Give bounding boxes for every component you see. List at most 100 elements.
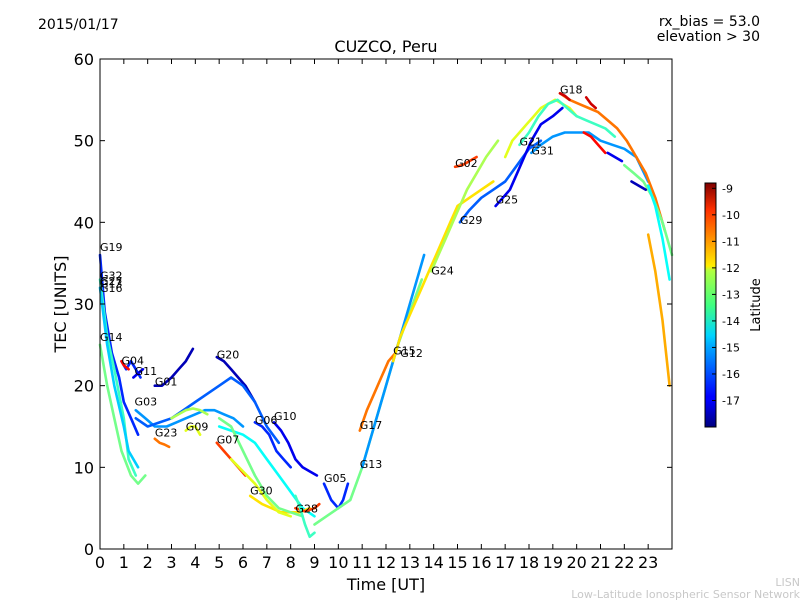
tec-series-line-43 bbox=[646, 184, 671, 281]
x-tick-label-16: 16 bbox=[471, 553, 491, 572]
colorbar-tick-label-4: -13 bbox=[722, 288, 740, 301]
tec-series-line-11 bbox=[153, 437, 171, 449]
colorbar-tick-label-6: -15 bbox=[722, 341, 740, 354]
series-label-g04-6: G04 bbox=[121, 354, 144, 367]
series-label-g09-12: G09 bbox=[186, 421, 209, 434]
colorbar-tick-label-0: -9 bbox=[722, 182, 733, 195]
tec-series-line-27 bbox=[391, 180, 495, 363]
x-tick-label-2: 2 bbox=[143, 553, 153, 572]
x-tick-label-1: 1 bbox=[119, 553, 129, 572]
x-tick-label-15: 15 bbox=[447, 553, 467, 572]
x-tick-label-14: 14 bbox=[423, 553, 443, 572]
elevation-label: elevation > 30 bbox=[656, 29, 760, 45]
tec-series-line-5 bbox=[120, 359, 130, 371]
series-label-g20-9: G20 bbox=[217, 349, 240, 362]
series-label-g24-23: G24 bbox=[431, 265, 454, 278]
series-label-g05-18: G05 bbox=[324, 472, 347, 485]
series-label-g30-16: G30 bbox=[250, 484, 273, 497]
tec-series-line-42 bbox=[646, 233, 671, 388]
x-tick-label-18: 18 bbox=[519, 553, 539, 572]
x-axis-label: Time [UT] bbox=[346, 575, 425, 594]
y-tick-label-10: 10 bbox=[74, 458, 94, 477]
chart-title: CUZCO, Peru bbox=[334, 37, 437, 56]
y-tick-label-40: 40 bbox=[74, 213, 94, 232]
tec-series-line-28 bbox=[429, 139, 500, 273]
tec-series-line-35 bbox=[558, 92, 667, 232]
x-tick-label-19: 19 bbox=[543, 553, 563, 572]
series-label-g13-3: G13 bbox=[100, 278, 123, 291]
footer-lisn: LISN bbox=[775, 576, 800, 589]
tec-series-line-29 bbox=[453, 155, 478, 169]
x-tick-label-4: 4 bbox=[190, 553, 200, 572]
y-tick-label-20: 20 bbox=[74, 377, 94, 396]
x-tick-label-13: 13 bbox=[400, 553, 420, 572]
tec-series-line-39 bbox=[606, 151, 624, 163]
tec-series-line-3 bbox=[98, 286, 140, 469]
plot-lines bbox=[98, 92, 674, 539]
series-label-g01-8: G01 bbox=[155, 376, 178, 389]
x-tick-label-12: 12 bbox=[376, 553, 396, 572]
series-label-g15-21: G15 bbox=[393, 345, 416, 358]
axis-ticks: 0 1 2 3 4 5 6 7 8 9 10 11 12 13 14 15 16 17 18 19 20 21 22 2301… bbox=[74, 50, 672, 572]
x-tick-label-23: 23 bbox=[638, 553, 658, 572]
footer-network: Low-Latitude Ionospheric Sensor Network bbox=[571, 588, 800, 601]
series-label-g11-7: G11 bbox=[135, 365, 158, 378]
series-label-g03-10: G03 bbox=[135, 395, 158, 408]
tec-series-line-31 bbox=[494, 106, 564, 208]
tec-series-line-22 bbox=[294, 494, 316, 539]
x-tick-label-0: 0 bbox=[95, 553, 105, 572]
tec-series-line-7 bbox=[153, 347, 195, 388]
series-label-g12-22: G12 bbox=[400, 347, 423, 360]
x-tick-label-8: 8 bbox=[286, 553, 296, 572]
tec-series-line-37 bbox=[584, 96, 598, 110]
colorbar-tick-label-1: -10 bbox=[722, 209, 740, 222]
series-label-g13-19: G13 bbox=[360, 458, 383, 471]
tec-series-line-6 bbox=[132, 367, 145, 379]
y-tick-label-0: 0 bbox=[84, 540, 94, 559]
series-label-g32-1: G32 bbox=[100, 270, 123, 283]
series-label-g28-17: G28 bbox=[295, 502, 318, 515]
tec-series-line-2 bbox=[98, 343, 147, 486]
series-label-g10-15: G10 bbox=[274, 410, 297, 423]
series-label-g02-24: G02 bbox=[455, 157, 478, 170]
x-tick-label-21: 21 bbox=[590, 553, 610, 572]
colorbar-label: Latitude bbox=[749, 278, 764, 332]
y-tick-label-50: 50 bbox=[74, 132, 94, 151]
tec-series-line-17 bbox=[272, 421, 319, 477]
series-label-g25-26: G25 bbox=[496, 194, 519, 207]
series-label-g07-13: G07 bbox=[217, 434, 240, 447]
tec-series-line-19 bbox=[229, 457, 293, 518]
tec-series-line-10 bbox=[134, 376, 281, 445]
series-label-g16-4: G16 bbox=[100, 282, 123, 295]
tec-series-line-33 bbox=[518, 98, 617, 147]
series-label-g17-20: G17 bbox=[360, 419, 383, 432]
series-label-g06-14: G06 bbox=[255, 414, 278, 427]
x-tick-label-9: 9 bbox=[309, 553, 319, 572]
colorbar-tick-label-7: -16 bbox=[722, 368, 740, 381]
x-tick-label-3: 3 bbox=[166, 553, 176, 572]
series-label-g23-11: G23 bbox=[155, 426, 178, 439]
colorbar-tick-label-3: -12 bbox=[722, 262, 740, 275]
colorbar-ticks: -9 -10 -11 -12 -13 -14 -15 -16 -17 bbox=[712, 182, 740, 407]
colorbar-tick-label-2: -11 bbox=[722, 235, 740, 248]
series-label-g29-25: G29 bbox=[460, 214, 483, 227]
x-tick-label-20: 20 bbox=[566, 553, 586, 572]
series-label-g31-28: G31 bbox=[531, 145, 554, 158]
tec-series-line-26 bbox=[358, 351, 397, 432]
tec-series-line-13 bbox=[184, 425, 202, 437]
tec-series-line-12 bbox=[170, 407, 209, 420]
tec-series-line-38 bbox=[582, 131, 607, 155]
x-tick-label-7: 7 bbox=[262, 553, 272, 572]
tec-series-line-41 bbox=[630, 180, 648, 191]
series-label-g19-0: G19 bbox=[100, 241, 123, 254]
tec-series-line-40 bbox=[622, 163, 674, 257]
tec-series-line-25 bbox=[360, 253, 426, 469]
tec-series-line-36 bbox=[558, 92, 571, 102]
series-label-g18-29: G18 bbox=[560, 83, 583, 96]
y-tick-label-30: 30 bbox=[74, 295, 94, 314]
tec-series-line-8 bbox=[215, 355, 257, 404]
series-label-g27-2: G27 bbox=[100, 275, 123, 288]
y-tick-label-60: 60 bbox=[74, 50, 94, 69]
